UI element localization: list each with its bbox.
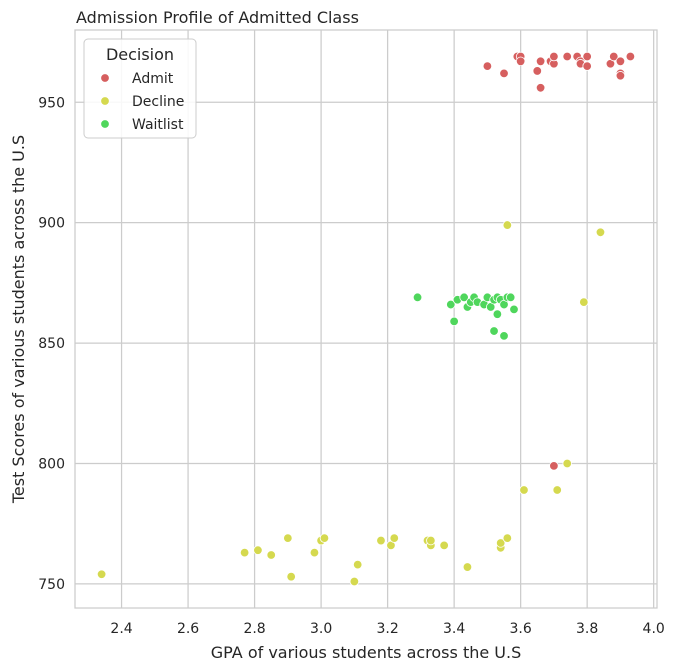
decline-point xyxy=(309,547,320,558)
decline-point xyxy=(253,545,263,555)
admit-point xyxy=(625,51,636,62)
decline-point xyxy=(349,576,360,587)
waitlist-point xyxy=(492,309,503,319)
y-tick-label: 900 xyxy=(38,216,65,232)
waitlist-point xyxy=(505,292,516,303)
x-tick-label: 2.8 xyxy=(243,621,265,637)
decline-point xyxy=(519,485,529,495)
admit-point xyxy=(609,51,619,62)
waitlist-point xyxy=(489,326,499,336)
admit-point xyxy=(582,61,592,71)
y-tick-labels: 750 800 850 900 950 xyxy=(38,95,65,593)
x-tick-label: 3.0 xyxy=(310,621,332,637)
y-axis-label: Test Scores of various students across t… xyxy=(9,135,28,504)
legend-marker-waitlist xyxy=(100,119,110,129)
decline-point xyxy=(426,535,436,546)
chart-title: Admission Profile of Admitted Class xyxy=(76,8,359,27)
legend-box xyxy=(83,38,197,139)
admit-point xyxy=(499,68,509,79)
legend-label-waitlist: Waitlist xyxy=(132,117,184,133)
legend-marker-decline xyxy=(100,96,110,106)
legend-marker-admit xyxy=(100,73,110,83)
waitlist-point xyxy=(446,299,456,310)
decline-point xyxy=(266,550,276,560)
y-tick-label: 950 xyxy=(38,95,65,111)
waitlist-point xyxy=(449,316,459,327)
waitlist-point xyxy=(499,331,509,341)
legend: Decision Admit Decline Waitlist xyxy=(83,38,197,139)
decline-point xyxy=(352,559,363,570)
decline-point xyxy=(562,458,572,469)
y-tick-label: 800 xyxy=(38,457,65,473)
admit-point xyxy=(535,56,546,67)
decline-point xyxy=(286,571,296,582)
waitlist-point xyxy=(459,292,469,303)
admit-point xyxy=(615,71,626,81)
decline-point xyxy=(495,538,506,548)
decline-point xyxy=(439,540,449,551)
decline-point xyxy=(319,533,330,543)
admit-point xyxy=(482,61,493,71)
admit-point xyxy=(532,66,542,76)
waitlist-point xyxy=(412,292,423,303)
decline-point xyxy=(239,547,250,558)
decline-point xyxy=(595,227,606,238)
x-tick-label: 3.8 xyxy=(576,621,598,637)
x-tick-labels: 2.4 2.6 2.8 3.0 3.2 3.4 3.6 3.8 4.0 xyxy=(110,621,664,637)
admit-point xyxy=(582,51,592,62)
decline-point xyxy=(502,220,513,230)
y-tick-label: 750 xyxy=(38,577,65,593)
y-tick-label: 850 xyxy=(38,336,65,352)
legend-label-decline: Decline xyxy=(132,94,184,110)
decline-point xyxy=(283,533,293,543)
x-tick-label: 3.6 xyxy=(510,621,532,637)
x-tick-label: 2.6 xyxy=(177,621,199,637)
plot-frame xyxy=(74,29,658,609)
decline-point xyxy=(552,485,562,495)
decline-point xyxy=(389,533,399,543)
legend-title: Decision xyxy=(106,45,174,64)
admit-point xyxy=(515,56,526,67)
x-axis-label: GPA of various students across the U.S xyxy=(211,643,521,662)
waitlist-point xyxy=(509,304,519,315)
x-tick-label: 3.4 xyxy=(443,621,465,637)
admit-point xyxy=(535,83,546,93)
admit-point xyxy=(615,56,626,67)
decline-point xyxy=(376,535,386,546)
decline-point xyxy=(579,297,589,307)
admit-point xyxy=(562,51,572,62)
decline-point xyxy=(96,569,107,579)
x-tick-label: 2.4 xyxy=(110,621,132,637)
decline-point xyxy=(462,562,473,572)
data-points xyxy=(96,51,636,587)
admit-point xyxy=(549,461,559,471)
x-tick-label: 3.2 xyxy=(376,621,398,637)
admit-point xyxy=(549,51,559,62)
legend-label-admit: Admit xyxy=(132,71,174,87)
decline-point xyxy=(502,533,513,543)
x-tick-label: 4.0 xyxy=(643,621,665,637)
legend-items: Admit Decline Waitlist xyxy=(100,71,184,133)
